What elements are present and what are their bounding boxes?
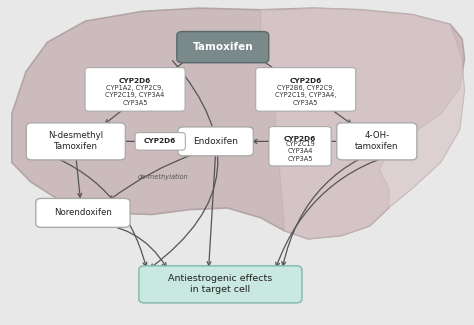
Text: CYP2D6: CYP2D6 (290, 78, 322, 84)
FancyBboxPatch shape (269, 126, 331, 166)
Polygon shape (12, 8, 465, 239)
Text: Tamoxifen: Tamoxifen (192, 42, 253, 52)
Text: Norendoxifen: Norendoxifen (54, 208, 112, 217)
Text: de-methylation: de-methylation (138, 174, 189, 180)
Text: CYP1A2, CYP2C9,
CYP2C19, CYP3A4
CYP3A5: CYP1A2, CYP2C9, CYP2C19, CYP3A4 CYP3A5 (105, 84, 165, 106)
Text: CYP2D6: CYP2D6 (284, 136, 316, 142)
FancyBboxPatch shape (255, 68, 356, 111)
FancyBboxPatch shape (27, 123, 125, 160)
Text: N-desmethyl
Tamoxifen: N-desmethyl Tamoxifen (48, 131, 103, 151)
Text: CYP2C19
CYP3A4
CYP3A5: CYP2C19 CYP3A4 CYP3A5 (285, 141, 315, 162)
FancyBboxPatch shape (85, 68, 185, 111)
Text: Antiestrogenic effects
in target cell: Antiestrogenic effects in target cell (168, 274, 273, 294)
FancyBboxPatch shape (135, 133, 185, 150)
FancyBboxPatch shape (337, 123, 417, 160)
FancyBboxPatch shape (177, 32, 269, 63)
Text: Endoxifen: Endoxifen (193, 137, 238, 146)
Polygon shape (261, 8, 465, 239)
FancyBboxPatch shape (36, 198, 130, 228)
Text: 4-OH-
tamoxifen: 4-OH- tamoxifen (355, 131, 399, 151)
FancyBboxPatch shape (178, 127, 253, 156)
Text: CYP2D6: CYP2D6 (119, 78, 151, 84)
Text: CYP2B6, CYP2C9,
CYP2C19, CYP3A4,
CYP3A5: CYP2B6, CYP2C9, CYP2C19, CYP3A4, CYP3A5 (275, 84, 337, 106)
FancyBboxPatch shape (139, 266, 302, 303)
Text: CYP2D6: CYP2D6 (144, 138, 176, 144)
